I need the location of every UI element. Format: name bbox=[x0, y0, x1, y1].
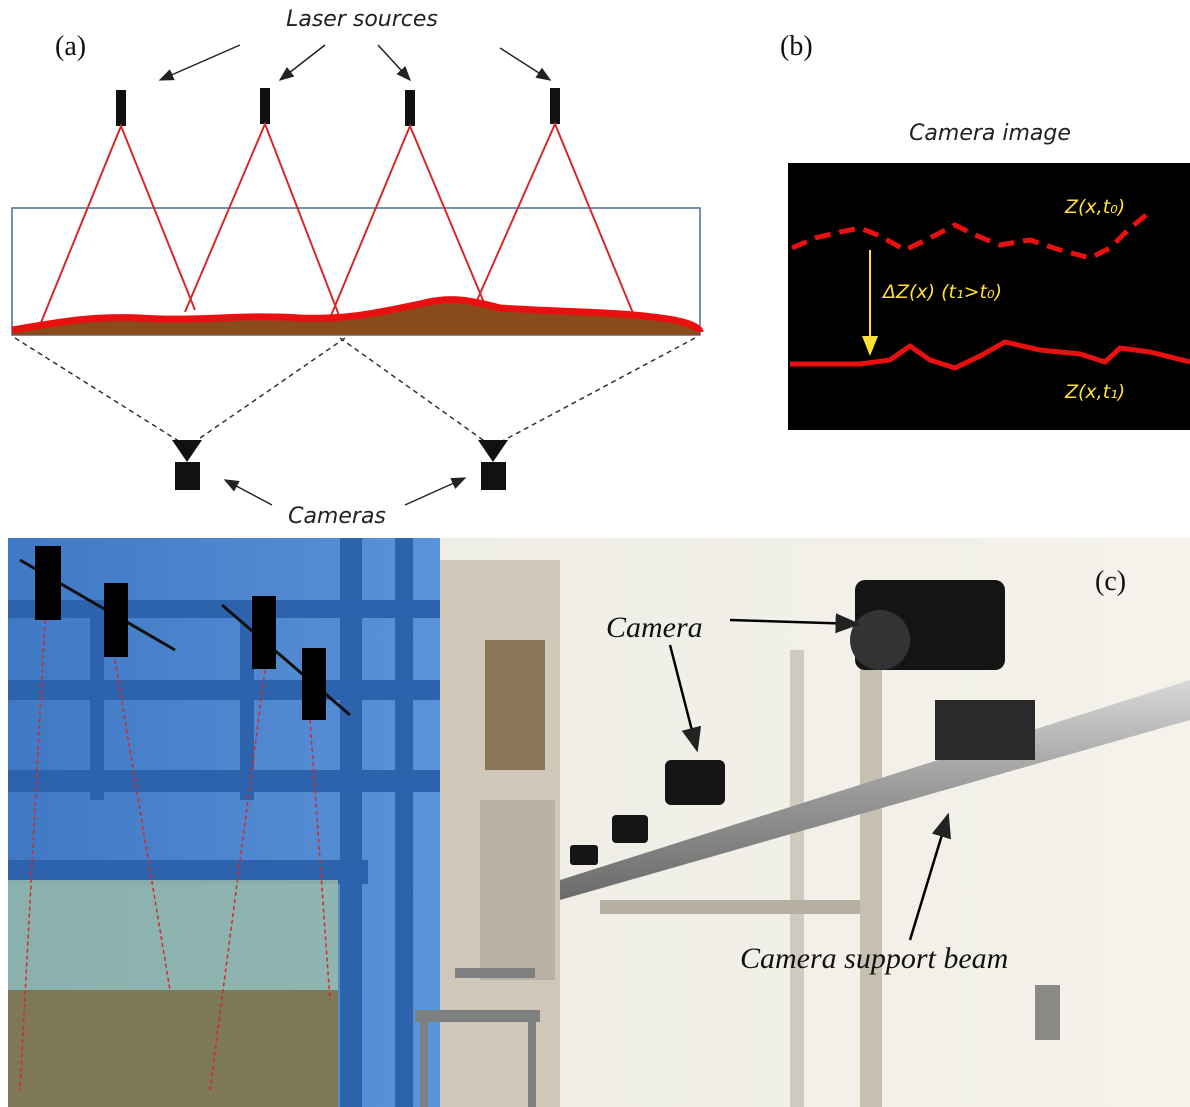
panel-label: (a) bbox=[55, 31, 86, 62]
camera-arrows bbox=[225, 478, 465, 505]
curve-t1-label: Z(x,t₁) bbox=[1064, 381, 1125, 403]
panel-b: (b) Camera image Z(x,t₀) ΔZ(x) (t₁>t₀) Z… bbox=[780, 31, 1190, 430]
panel-label: (b) bbox=[780, 31, 813, 62]
cameras bbox=[172, 440, 508, 490]
panel-label: (c) bbox=[1095, 566, 1126, 597]
laser-arrows bbox=[160, 45, 550, 80]
panel-c: (c) Camera Camera support beam bbox=[8, 538, 1190, 1107]
lasers bbox=[116, 88, 560, 126]
camera-image-title: Camera image bbox=[909, 121, 1071, 146]
laser-beams bbox=[40, 124, 635, 325]
beam-label: Camera support beam bbox=[740, 942, 1008, 975]
panel-a: (a) Laser sources Cameras bbox=[12, 7, 700, 529]
delta-label: ΔZ(x) (t₁>t₀) bbox=[881, 281, 1002, 303]
figure: (a) Laser sources Cameras bbox=[0, 0, 1190, 1107]
camera-views bbox=[15, 338, 695, 445]
camera-label: Cameras bbox=[288, 504, 386, 529]
laser-label: Laser sources bbox=[286, 7, 438, 32]
curve-t0-label: Z(x,t₀) bbox=[1064, 196, 1125, 218]
camera-label: Camera bbox=[606, 611, 703, 644]
